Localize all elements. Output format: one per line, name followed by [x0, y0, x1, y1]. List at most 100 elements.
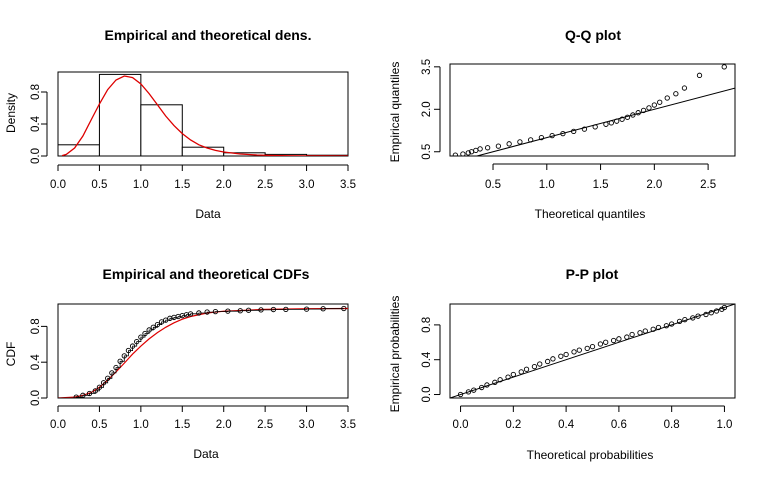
qq-point	[571, 128, 577, 135]
qq-point	[619, 116, 625, 122]
pp-point	[708, 310, 714, 316]
qq-point	[528, 137, 534, 143]
cdf-x-tick-label: 1.5	[174, 419, 190, 431]
cdf-x-tick-label: 0.5	[91, 419, 107, 431]
density-x-tick-label: 0.0	[50, 179, 66, 191]
qq-point	[549, 132, 555, 139]
qq-point	[473, 147, 479, 153]
pp-y-tick-label: 0.0	[421, 387, 433, 403]
empirical-cdf-step	[58, 308, 345, 398]
density-x-tick-label: 3.0	[299, 179, 315, 191]
pp-x-tick-label: 0.2	[505, 419, 521, 431]
pp-x-tick-label: 0.4	[558, 419, 575, 431]
pp-point	[558, 353, 564, 359]
qq-x-tick-label: 1.0	[539, 179, 555, 191]
pp-point	[544, 358, 551, 365]
pp-xlabel: Theoretical probabilities	[527, 448, 654, 462]
pp-point	[510, 371, 516, 378]
density-x-tick-label: 1.5	[174, 179, 190, 191]
empirical-cdf-point	[237, 308, 243, 314]
empirical-cdf-point	[80, 392, 86, 398]
qq-point	[630, 112, 636, 118]
empirical-cdf-point	[92, 388, 98, 394]
qq-point	[721, 64, 727, 70]
pp-point	[518, 369, 524, 375]
empirical-cdf-point	[138, 334, 144, 340]
qq-point	[560, 130, 566, 137]
pp-point	[690, 315, 696, 321]
pp-point	[531, 364, 538, 370]
empirical-cdf-point	[105, 375, 111, 381]
histogram-bar	[98, 73, 142, 156]
empirical-cdf-point	[121, 353, 127, 359]
qq-point	[581, 126, 588, 132]
qq-point	[495, 143, 502, 149]
pp-y-tick-label: 0.8	[421, 317, 433, 333]
empirical-cdf-point	[154, 321, 161, 328]
empirical-cdf-point	[225, 308, 231, 314]
density-panel: Empirical and theoretical dens. Data Den…	[4, 27, 356, 221]
empirical-cdf-point	[320, 306, 326, 312]
pp-point	[616, 336, 622, 342]
qq-point	[538, 134, 545, 141]
pp-point	[505, 374, 511, 380]
qq-point	[635, 110, 641, 116]
density-y-tick-label: 0.4	[30, 115, 42, 132]
qq-point	[664, 95, 670, 101]
empirical-cdf-point	[196, 310, 202, 316]
empirical-cdf-point	[86, 390, 93, 397]
empirical-cdf-point	[134, 338, 140, 345]
pp-y-tick-label: 0.4	[421, 351, 433, 368]
qq-x-tick-label: 0.5	[485, 179, 501, 191]
pp-point	[603, 339, 609, 345]
qq-point	[696, 72, 703, 78]
density-x-tick-label: 2.5	[257, 179, 273, 191]
cdf-x-tick-label: 3.5	[340, 419, 356, 431]
empirical-cdf-point	[125, 347, 132, 354]
pp-point	[589, 343, 596, 350]
empirical-cdf-point	[150, 324, 156, 330]
qq-point	[517, 139, 523, 145]
pp-point	[479, 384, 485, 391]
qq-point	[646, 105, 652, 111]
qq-x-tick-label: 2.5	[700, 179, 716, 191]
qq-y-tick-label: 3.5	[421, 59, 433, 75]
cdf-y-tick-label: 0.8	[30, 318, 42, 334]
qq-point	[681, 85, 688, 91]
pp-title: P-P plot	[566, 266, 619, 282]
empirical-cdf-point	[245, 307, 252, 313]
qq-title: Q-Q plot	[565, 27, 621, 43]
pp-point	[713, 308, 720, 314]
qq-point	[465, 150, 471, 156]
empirical-cdf-point	[109, 370, 115, 376]
density-xlabel: Data	[195, 207, 221, 221]
qq-point	[460, 151, 466, 156]
pp-point	[610, 337, 617, 344]
qq-point	[624, 114, 631, 120]
density-x-tick-label: 0.5	[91, 179, 107, 191]
density-x-tick-label: 3.5	[340, 179, 356, 191]
qq-point	[657, 99, 663, 105]
qq-point	[484, 145, 491, 151]
pp-point	[721, 304, 728, 311]
density-title: Empirical and theoretical dens.	[105, 27, 312, 43]
pp-point	[584, 345, 590, 352]
qq-plot-area	[452, 64, 735, 156]
qq-x-tick-label: 1.5	[593, 179, 609, 191]
pp-point	[563, 351, 569, 358]
cdf-title: Empirical and theoretical CDFs	[103, 266, 310, 282]
histogram-bar	[181, 146, 225, 156]
pp-point	[550, 356, 556, 362]
cdf-plot-frame	[57, 303, 349, 399]
cdf-y-tick-label: 0.4	[30, 354, 42, 371]
pp-x-tick-label: 0.0	[453, 419, 469, 431]
empirical-cdf-point	[113, 364, 119, 371]
empirical-cdf-point	[100, 380, 107, 386]
cdf-x-tick-label: 0.0	[50, 419, 66, 431]
qq-ylabel: Empirical quantiles	[388, 62, 402, 163]
density-curve	[61, 75, 348, 156]
cdf-x-tick-label: 2.0	[216, 419, 232, 431]
qq-point	[506, 141, 512, 147]
cdf-y-tick-label: 0.0	[30, 390, 42, 406]
